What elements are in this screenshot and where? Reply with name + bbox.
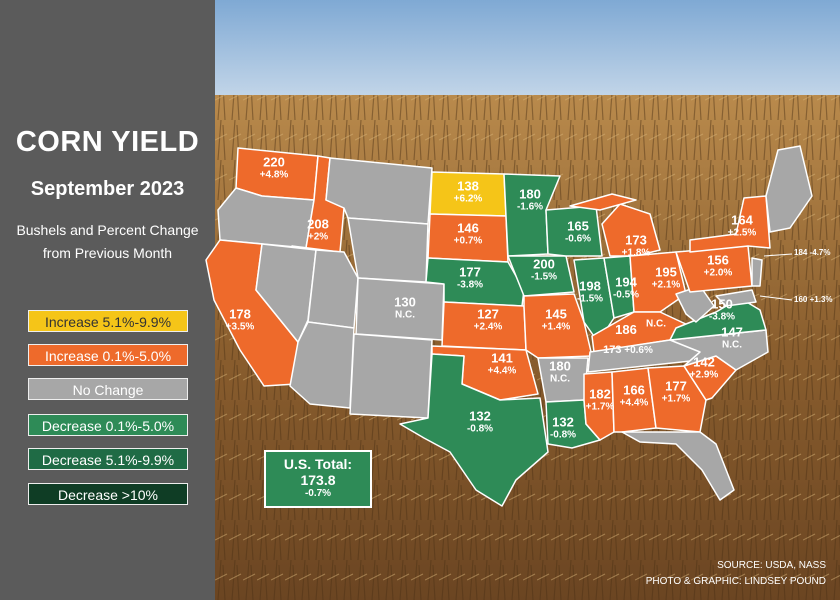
label-ND: 138 +6.2% xyxy=(453,178,483,205)
state-UT xyxy=(307,249,359,329)
label-WA: 220 +4.8% xyxy=(259,154,289,181)
label-NE: 177 -3.8% xyxy=(456,264,484,291)
label-LA: 132 -0.8% xyxy=(549,414,577,441)
label-NY: 164 +2.5% xyxy=(727,212,757,239)
label-SC: 142 +2.9% xyxy=(689,354,719,381)
state-AL xyxy=(611,367,657,433)
label-AL: 166 +4.4% xyxy=(619,382,649,409)
label-TX: 132 -0.8% xyxy=(466,408,494,435)
legend-no-change: No Change xyxy=(28,378,188,400)
us-total-change: -0.7% xyxy=(304,488,332,499)
label-KY: 173 +0.6% xyxy=(603,343,653,356)
label-IN: 194 -0.5% xyxy=(612,274,640,301)
state-MO xyxy=(523,293,593,359)
label-OH: 195 +2.1% xyxy=(651,264,681,291)
label-CO: 130 N.C. xyxy=(394,294,416,321)
description-line-1: Bushels and Percent Change xyxy=(16,222,199,238)
state-GA xyxy=(647,365,707,433)
state-AZ xyxy=(289,321,355,409)
state-NC xyxy=(669,329,769,371)
legend-decrease-mid: Decrease 5.1%-9.9% xyxy=(28,448,188,470)
state-NM xyxy=(349,333,433,419)
label-NC: 147 N.C. xyxy=(721,324,743,351)
credit-text: PHOTO & GRAPHIC: LINDSEY POUND xyxy=(645,576,826,587)
label-PA: 156 +2.0% xyxy=(703,252,733,279)
state-IA xyxy=(507,255,575,297)
state-WY xyxy=(347,217,429,283)
label-OK: 141 +4.4% xyxy=(487,350,517,377)
us-total-box: U.S. Total: 173.8 -0.7% xyxy=(264,450,372,508)
page-subtitle: September 2023 xyxy=(30,178,185,200)
left-panel: CORN YIELD September 2023 Bushels and Pe… xyxy=(0,0,215,600)
description-line-2: from Previous Month xyxy=(42,245,173,261)
label-MO: 145 +1.4% xyxy=(541,306,571,333)
state-MD xyxy=(715,289,757,307)
state-FL xyxy=(621,431,735,501)
state-MI-up xyxy=(569,193,637,211)
legend-increase-low: Increase 0.1%-5.0% xyxy=(28,344,188,366)
label-MI: 173 +1.8% xyxy=(621,232,651,259)
label-GA: 177 +1.7% xyxy=(661,378,691,405)
state-VA xyxy=(669,297,767,341)
state-NewEngland xyxy=(765,145,813,233)
side-label-de: 184 -4.7% xyxy=(794,248,831,257)
label-WV: N.C. xyxy=(646,318,666,330)
label-MS: 182 +1.7% xyxy=(585,386,615,413)
label-IA: 200 -1.5% xyxy=(530,256,558,283)
state-NJ xyxy=(751,257,763,287)
us-total-label: U.S. Total: xyxy=(283,456,353,472)
label-CA: 178 +3.5% xyxy=(225,306,255,333)
label-SD: 146 +0.7% xyxy=(453,220,483,247)
label-KS: 127 +2.4% xyxy=(473,306,503,333)
page-title: CORN YIELD xyxy=(15,126,200,158)
label-WI: 165 -0.6% xyxy=(564,218,592,245)
label-ID: 208 +2% xyxy=(307,216,329,243)
legend-decrease-high: Decrease >10% xyxy=(28,483,188,505)
legend-increase-high: Increase 5.1%-9.9% xyxy=(28,310,188,332)
state-OH xyxy=(629,251,687,313)
source-text: SOURCE: USDA, NASS xyxy=(717,560,826,571)
state-NY xyxy=(689,195,771,253)
label-IL: 198 -1.5% xyxy=(576,278,604,305)
label-MN: 180 -1.6% xyxy=(516,186,544,213)
legend-decrease-low: Decrease 0.1%-5.0% xyxy=(28,414,188,436)
state-TX xyxy=(399,353,549,507)
side-label-md: 160 +1.3% xyxy=(794,295,833,304)
us-total-value: 173.8 xyxy=(300,472,336,488)
label-AR: 180 N.C. xyxy=(549,358,571,385)
label-TN: 186 xyxy=(615,321,637,337)
label-VA: 150 -3.8% xyxy=(708,296,736,323)
